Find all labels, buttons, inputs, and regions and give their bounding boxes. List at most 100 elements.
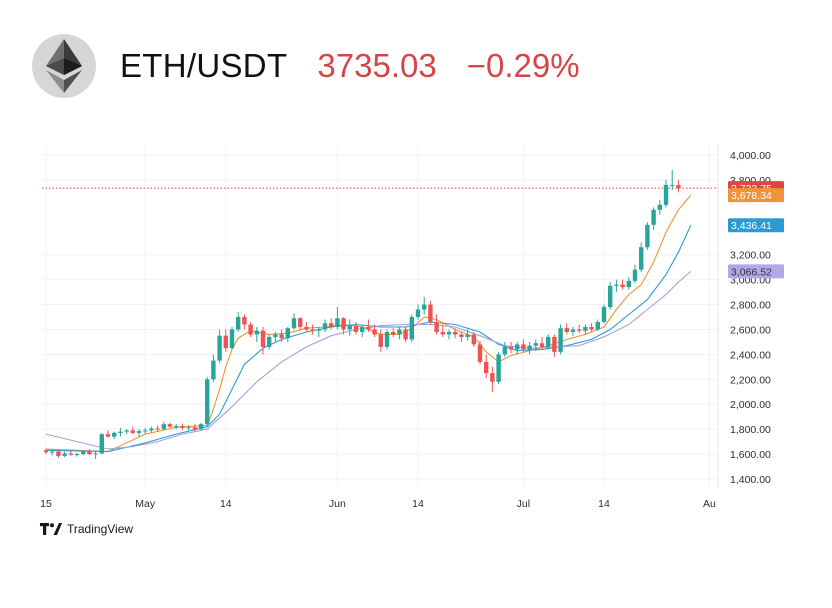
x-tick-label: Au bbox=[703, 498, 716, 510]
candle-body bbox=[651, 209, 656, 225]
candle bbox=[651, 207, 656, 230]
candle bbox=[56, 450, 61, 458]
candle bbox=[50, 450, 55, 456]
candle-body bbox=[422, 304, 427, 310]
candle-body bbox=[242, 317, 247, 325]
candle bbox=[316, 326, 321, 337]
candle-body bbox=[446, 331, 452, 335]
candle bbox=[366, 319, 371, 332]
moving-average-line bbox=[45, 270, 692, 450]
candle-body bbox=[236, 317, 241, 330]
x-tick-label: 15 bbox=[40, 498, 52, 510]
candle bbox=[267, 334, 272, 350]
candle-body bbox=[564, 328, 569, 332]
candle-body bbox=[552, 336, 557, 352]
candle-body bbox=[217, 335, 222, 361]
candle bbox=[285, 326, 290, 342]
candle-body bbox=[626, 280, 631, 288]
candle bbox=[496, 351, 501, 385]
candle-body bbox=[397, 329, 402, 335]
y-tick-label: 2,000.00 bbox=[730, 399, 771, 411]
candle-body bbox=[112, 432, 117, 437]
price-badge-bg bbox=[728, 188, 784, 203]
x-tick-label: 14 bbox=[598, 498, 610, 510]
candle-body bbox=[161, 424, 166, 430]
candle bbox=[397, 326, 402, 340]
candle-body bbox=[508, 346, 514, 350]
candle bbox=[254, 326, 259, 342]
candle bbox=[508, 341, 514, 354]
candle-body bbox=[391, 331, 396, 335]
candle-body bbox=[285, 328, 290, 339]
candle-body bbox=[130, 430, 135, 433]
price-badges: 3,733.753,678.343,436.413,066.52 bbox=[728, 181, 784, 279]
candle-body bbox=[62, 453, 67, 456]
candle bbox=[68, 450, 73, 456]
candle bbox=[155, 425, 160, 432]
candle-body bbox=[93, 453, 98, 455]
candle bbox=[186, 425, 191, 431]
candle-body bbox=[378, 334, 383, 347]
candle-body bbox=[248, 324, 253, 335]
candle bbox=[174, 424, 179, 430]
candle-body bbox=[335, 318, 340, 327]
candle bbox=[93, 451, 98, 460]
candle-body bbox=[663, 184, 669, 205]
candle-body bbox=[583, 326, 588, 331]
candle bbox=[663, 179, 669, 208]
candle bbox=[298, 317, 303, 330]
candle bbox=[527, 341, 532, 355]
candle bbox=[143, 427, 148, 435]
price-badge: 3,436.41 bbox=[728, 218, 784, 233]
candle-body bbox=[254, 330, 259, 335]
candle bbox=[502, 341, 507, 357]
candle bbox=[601, 304, 607, 324]
candle bbox=[589, 323, 594, 332]
candle-body bbox=[521, 344, 526, 350]
candle-body bbox=[415, 309, 421, 317]
candle bbox=[484, 354, 489, 379]
candle-body bbox=[68, 453, 73, 455]
candle bbox=[459, 331, 464, 342]
price-badge-label: 3,066.52 bbox=[731, 266, 772, 278]
candle-body bbox=[99, 434, 104, 454]
candle-body bbox=[502, 346, 507, 355]
candle-body bbox=[279, 334, 284, 339]
candle bbox=[180, 423, 185, 430]
candle-body bbox=[43, 450, 49, 453]
candle-body bbox=[267, 336, 272, 347]
candle-body bbox=[298, 318, 303, 327]
candle bbox=[583, 324, 588, 335]
candle bbox=[515, 341, 520, 355]
trading-pair: ETH/USDT bbox=[120, 47, 288, 84]
candle bbox=[539, 336, 545, 350]
candle bbox=[428, 300, 433, 325]
candle-body bbox=[347, 325, 352, 330]
candle-body bbox=[105, 434, 111, 437]
candle-body bbox=[614, 284, 619, 286]
candle-body bbox=[124, 430, 129, 432]
candle bbox=[99, 432, 104, 455]
candle bbox=[614, 279, 619, 293]
candle-body bbox=[273, 334, 278, 337]
price-badge-label: 3,436.41 bbox=[731, 220, 772, 232]
candle bbox=[74, 452, 80, 457]
tradingview-branding[interactable]: TradingView bbox=[40, 522, 133, 536]
y-tick-label: 2,400.00 bbox=[730, 349, 771, 361]
price-badge-bg bbox=[728, 264, 784, 279]
candle-body bbox=[353, 325, 359, 332]
candle bbox=[310, 324, 315, 335]
chart-grid bbox=[42, 154, 718, 480]
candle bbox=[446, 329, 452, 340]
candle-body bbox=[453, 331, 458, 335]
candle bbox=[645, 222, 650, 250]
candle bbox=[335, 307, 340, 330]
candle bbox=[211, 354, 216, 382]
candle-body bbox=[118, 431, 123, 433]
candle bbox=[577, 324, 582, 334]
candle-body bbox=[676, 184, 681, 189]
candle bbox=[329, 318, 334, 330]
candle-body bbox=[477, 344, 483, 362]
candle-body bbox=[632, 269, 638, 281]
candle-body bbox=[304, 326, 309, 330]
